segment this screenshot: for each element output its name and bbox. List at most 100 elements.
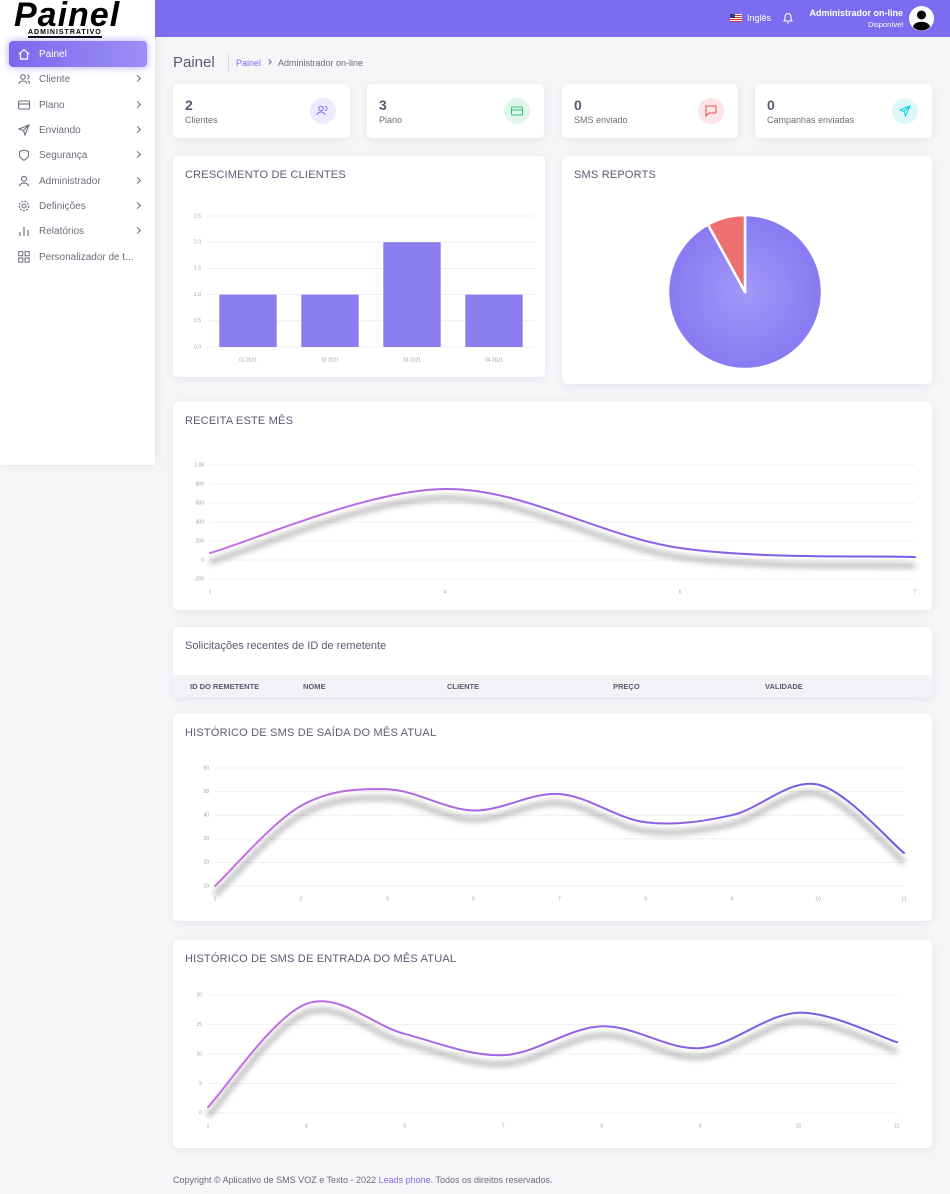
nav-item[interactable]: Enviando	[9, 117, 147, 143]
column-header: CLIENTE	[447, 682, 480, 691]
y-tick-label: 0.0	[194, 344, 201, 350]
x-tick-label: 3	[386, 896, 389, 902]
chart-title: HISTÓRICO DE SMS DE SAÍDA DO MÊS ATUAL	[185, 727, 437, 739]
line	[209, 488, 916, 558]
x-tick-label: 4	[444, 589, 447, 595]
bell-icon[interactable]	[782, 12, 794, 25]
nav-label: Cliente	[39, 73, 71, 85]
stat-value: 0	[574, 97, 582, 113]
x-tick-label: 6	[679, 589, 682, 595]
stat-value: 3	[379, 97, 387, 113]
user-name: Administrador on-line	[809, 8, 903, 18]
chart-title: SMS REPORTS	[574, 169, 657, 181]
chart-title: RECEITA ESTE MÊS	[185, 415, 294, 427]
line-shadow	[209, 495, 916, 569]
nav-item[interactable]: Plano	[9, 92, 147, 118]
stat-icon	[310, 98, 336, 124]
x-tick-label: 5	[403, 1123, 406, 1129]
nav-label: Painel	[39, 48, 67, 60]
y-tick-label: 10	[203, 883, 209, 889]
x-tick-label: 6	[472, 896, 475, 902]
stat-value: 2	[185, 97, 193, 113]
x-tick-label: 7	[914, 589, 917, 595]
x-tick-label: 1	[214, 896, 217, 902]
breadcrumb-link[interactable]: Painel	[236, 58, 262, 68]
nav-label: Definições	[39, 200, 86, 212]
footer-text: . Todos os direitos reservados.	[430, 1175, 553, 1185]
avatar[interactable]	[909, 6, 934, 31]
stat-label: Campanhas enviadas	[767, 115, 855, 125]
y-tick-label: 2.5	[194, 213, 201, 219]
x-tick-label: 9	[699, 1123, 702, 1129]
y-tick-label: 400	[196, 519, 205, 525]
stat-value: 0	[767, 97, 775, 113]
x-tick-label: 1	[209, 589, 212, 595]
chart: -200 0 200 400 600 800 1.0k 1 4 6 7	[194, 462, 917, 595]
nav-label: Relatórios	[39, 225, 85, 237]
icon	[18, 48, 30, 60]
y-tick-label: 20	[203, 860, 209, 866]
nav-item[interactable]: Cliente	[9, 66, 147, 92]
x-tick-label: 2	[300, 896, 303, 902]
breadcrumb-current: Administrador on-line	[278, 58, 364, 68]
page-title: Painel	[173, 54, 215, 71]
y-tick-label: 0.5	[194, 318, 201, 324]
footer-text: Copyright © Aplicativo de SMS VOZ e Text…	[173, 1175, 377, 1185]
nav-label: Administrador	[39, 175, 101, 187]
chart	[666, 213, 824, 371]
icon	[18, 200, 30, 212]
y-tick-label: 800	[196, 481, 205, 487]
chart-card: SMS REPORTS	[562, 156, 932, 384]
flag-icon	[730, 14, 742, 22]
bar	[301, 294, 359, 347]
y-tick-label: -200	[194, 576, 204, 582]
x-tick-label: 7	[558, 896, 561, 902]
language[interactable]: Inglês	[747, 13, 772, 23]
y-tick-label: 200	[196, 538, 205, 544]
nav-item[interactable]: Personalizador de t...	[9, 244, 147, 270]
stat-label: Plano	[379, 115, 403, 125]
y-tick-label: 5	[199, 1081, 202, 1087]
nav-item[interactable]: Definições	[9, 193, 147, 219]
line-shadow	[206, 1007, 898, 1118]
chart: 0.0 0.5 1.0 1.5 2.0 2.5 01 2021 02 2021 03 2021 0…	[194, 213, 535, 363]
y-tick-label: 1.0k	[195, 462, 205, 468]
x-tick-label: 7	[502, 1123, 505, 1129]
nav-item[interactable]: Painel	[9, 41, 147, 67]
line-shadow	[213, 790, 906, 897]
column-header: NOME	[303, 682, 326, 691]
user-status: Disponível	[867, 20, 903, 29]
footer-link[interactable]: Leads phone	[378, 1175, 431, 1185]
nav-label: Personalizador de t...	[39, 251, 134, 263]
pie-slice	[706, 213, 747, 294]
table-header: ID DO REMETENTE NOME CLIENTE PREÇO VALID…	[173, 675, 932, 697]
y-tick-label: 0	[199, 1110, 202, 1116]
y-tick-label: 1.5	[194, 266, 201, 272]
nav-label: Enviando	[39, 124, 81, 136]
logo-title: Painel	[14, 0, 121, 34]
column-header: PREÇO	[613, 682, 640, 691]
x-tick-label: 11	[894, 1123, 899, 1129]
chart: 10 20 30 40 50 60 1 2 3 6 7 8 9 10 11	[203, 765, 906, 902]
table-card: Solicitações recentes de ID de remetente…	[173, 627, 932, 697]
nav-item[interactable]: Administrador	[9, 168, 147, 194]
topbar: Inglês Administrador on-line Disponível	[155, 0, 950, 37]
stat-card: 3 Plano	[367, 84, 544, 138]
bar	[383, 242, 441, 347]
x-tick-label: 8	[600, 1123, 603, 1129]
y-tick-label: 600	[196, 500, 205, 506]
chart: 0 5 10 15 20 1 4 5 7 8 9 10 11	[196, 992, 899, 1129]
x-tick-label: 11	[901, 896, 906, 902]
stat-card: 0 Campanhas enviadas	[755, 84, 932, 138]
line	[214, 782, 905, 887]
stat-icon	[504, 98, 530, 124]
column-header: VALIDADE	[765, 682, 803, 691]
stat-icon	[892, 98, 918, 124]
sidebar: Painel ADMINISTRATIVO Painel Cliente Pla…	[0, 0, 155, 465]
logo-subtitle: ADMINISTRATIVO	[28, 29, 102, 38]
nav-label: Plano	[39, 99, 65, 111]
nav-item[interactable]: Relatórios	[9, 218, 147, 244]
icon	[18, 149, 30, 161]
chart-card: CRESCIMENTO DE CLIENTES 0.0 0.5 1.0 1.5 2.0 2…	[173, 156, 545, 377]
nav-item[interactable]: Segurança	[9, 142, 147, 168]
